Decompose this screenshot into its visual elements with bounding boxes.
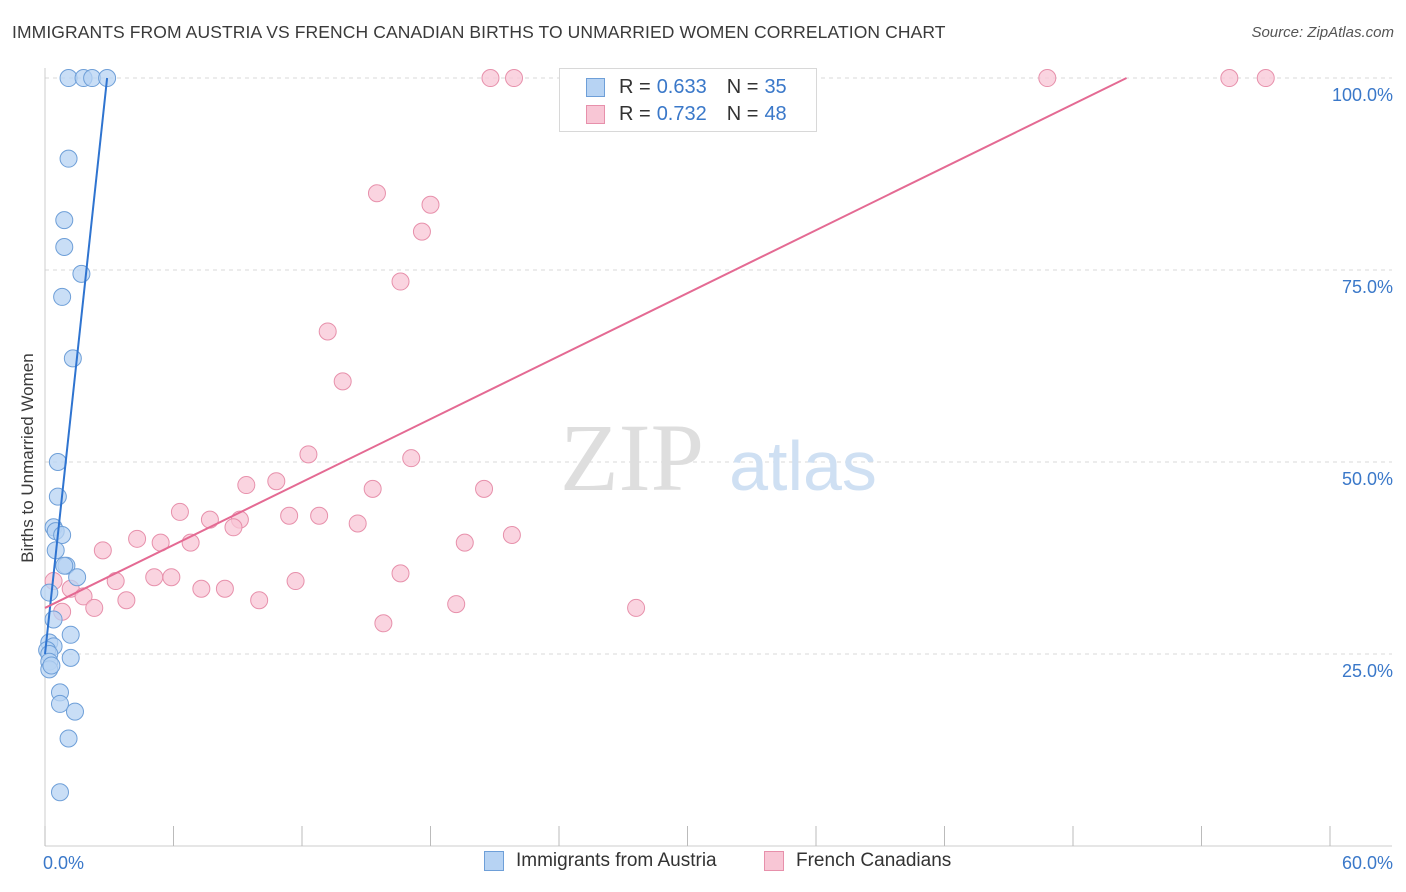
data-point xyxy=(61,648,80,667)
legend-row-austria: R = 0.633 N = 35 xyxy=(586,74,787,100)
data-point xyxy=(391,272,410,291)
bottom-legend-swatch-pink xyxy=(764,851,784,871)
data-point xyxy=(65,702,84,721)
data-point xyxy=(48,453,67,472)
data-point xyxy=(280,506,299,525)
bottom-legend-french-canadians: French Canadians xyxy=(764,850,951,872)
source-label: Source: ZipAtlas.com xyxy=(1251,24,1394,41)
data-point xyxy=(237,476,256,495)
data-point xyxy=(61,625,80,644)
data-point xyxy=(1220,69,1239,88)
y-tick-label: 100.0% xyxy=(1332,85,1393,105)
bottom-legend-swatch-blue xyxy=(484,851,504,871)
data-point xyxy=(1256,69,1275,88)
data-point xyxy=(363,479,382,498)
data-point xyxy=(128,529,147,548)
bottom-legend-label-austria: Immigrants from Austria xyxy=(516,850,717,871)
data-point xyxy=(391,564,410,583)
data-point xyxy=(250,591,269,610)
tick-labels: 25.0% 50.0% 75.0% 100.0% 0.0% 60.0% xyxy=(43,85,1393,873)
watermark: ZIP atlas xyxy=(560,404,877,511)
data-point xyxy=(50,694,69,713)
bottom-legend-austria: Immigrants from Austria xyxy=(484,850,717,872)
data-point xyxy=(93,541,112,560)
axes xyxy=(44,68,1392,847)
legend-n-value: 35 xyxy=(764,75,787,98)
chart-title: IMMIGRANTS FROM AUSTRIA VS FRENCH CANADI… xyxy=(12,22,946,42)
data-point xyxy=(374,614,393,633)
data-point xyxy=(348,514,367,533)
watermark-zip: ZIP xyxy=(560,404,704,511)
data-point xyxy=(55,211,74,230)
data-point xyxy=(310,506,329,525)
data-point xyxy=(333,372,352,391)
data-point xyxy=(59,729,78,748)
bottom-legend-label-french-canadians: French Canadians xyxy=(796,850,952,871)
data-point xyxy=(42,656,61,675)
data-point xyxy=(299,445,318,464)
legend-r-label: R = xyxy=(619,102,651,125)
data-point xyxy=(412,222,431,241)
legend-r-value: 0.732 xyxy=(656,102,707,125)
y-tick-label: 50.0% xyxy=(1342,469,1393,489)
data-point xyxy=(85,598,104,617)
grid-lines xyxy=(45,77,1392,655)
trend-line-pink xyxy=(44,77,1127,609)
data-point xyxy=(117,591,136,610)
data-point xyxy=(224,518,243,537)
data-point xyxy=(267,472,286,491)
data-point xyxy=(627,598,646,617)
data-point xyxy=(59,149,78,168)
data-point xyxy=(502,525,521,544)
data-point xyxy=(63,349,82,368)
data-point xyxy=(421,195,440,214)
data-point xyxy=(481,69,500,88)
data-point xyxy=(318,322,337,341)
data-point xyxy=(455,533,474,552)
data-point xyxy=(447,595,466,614)
series-immigrants-from-austria xyxy=(38,69,117,802)
data-point xyxy=(162,568,181,587)
data-point xyxy=(200,510,219,529)
data-point xyxy=(83,69,102,88)
data-point xyxy=(50,783,69,802)
data-point xyxy=(475,479,494,498)
y-tick-label: 75.0% xyxy=(1342,277,1393,297)
data-point xyxy=(53,287,72,306)
legend-r-value: 0.633 xyxy=(656,75,707,98)
watermark-atlas: atlas xyxy=(729,427,877,505)
data-point xyxy=(192,579,211,598)
correlation-legend: R = 0.633 N = 35 R = 0.732 N = 48 xyxy=(559,68,817,132)
data-point xyxy=(402,449,421,468)
x-tick-label: 60.0% xyxy=(1342,853,1393,873)
trend-line-blue xyxy=(44,77,109,655)
legend-swatch-pink xyxy=(586,104,605,124)
data-point xyxy=(170,502,189,521)
data-point xyxy=(40,583,59,602)
data-point xyxy=(68,568,87,587)
data-point xyxy=(48,487,67,506)
data-point xyxy=(145,568,164,587)
data-point xyxy=(55,237,74,256)
legend-r-label: R = xyxy=(619,75,651,98)
legend-swatch-blue xyxy=(586,77,605,97)
series-french-canadians xyxy=(44,69,1275,633)
data-point xyxy=(286,572,305,591)
data-point xyxy=(367,184,386,203)
x-tick-label: 0.0% xyxy=(43,853,84,873)
legend-n-label: N = xyxy=(726,102,759,125)
legend-row-french-canadians: R = 0.732 N = 48 xyxy=(586,101,787,127)
trend-lines xyxy=(44,77,1127,655)
y-tick-label: 25.0% xyxy=(1342,661,1393,681)
data-point xyxy=(215,579,234,598)
data-point xyxy=(505,69,524,88)
data-point xyxy=(1038,69,1057,88)
data-point xyxy=(55,556,74,575)
legend-n-value: 48 xyxy=(764,102,787,125)
data-point xyxy=(106,572,125,591)
legend-n-label: N = xyxy=(726,75,759,98)
data-point xyxy=(59,69,78,88)
data-point xyxy=(53,525,72,544)
